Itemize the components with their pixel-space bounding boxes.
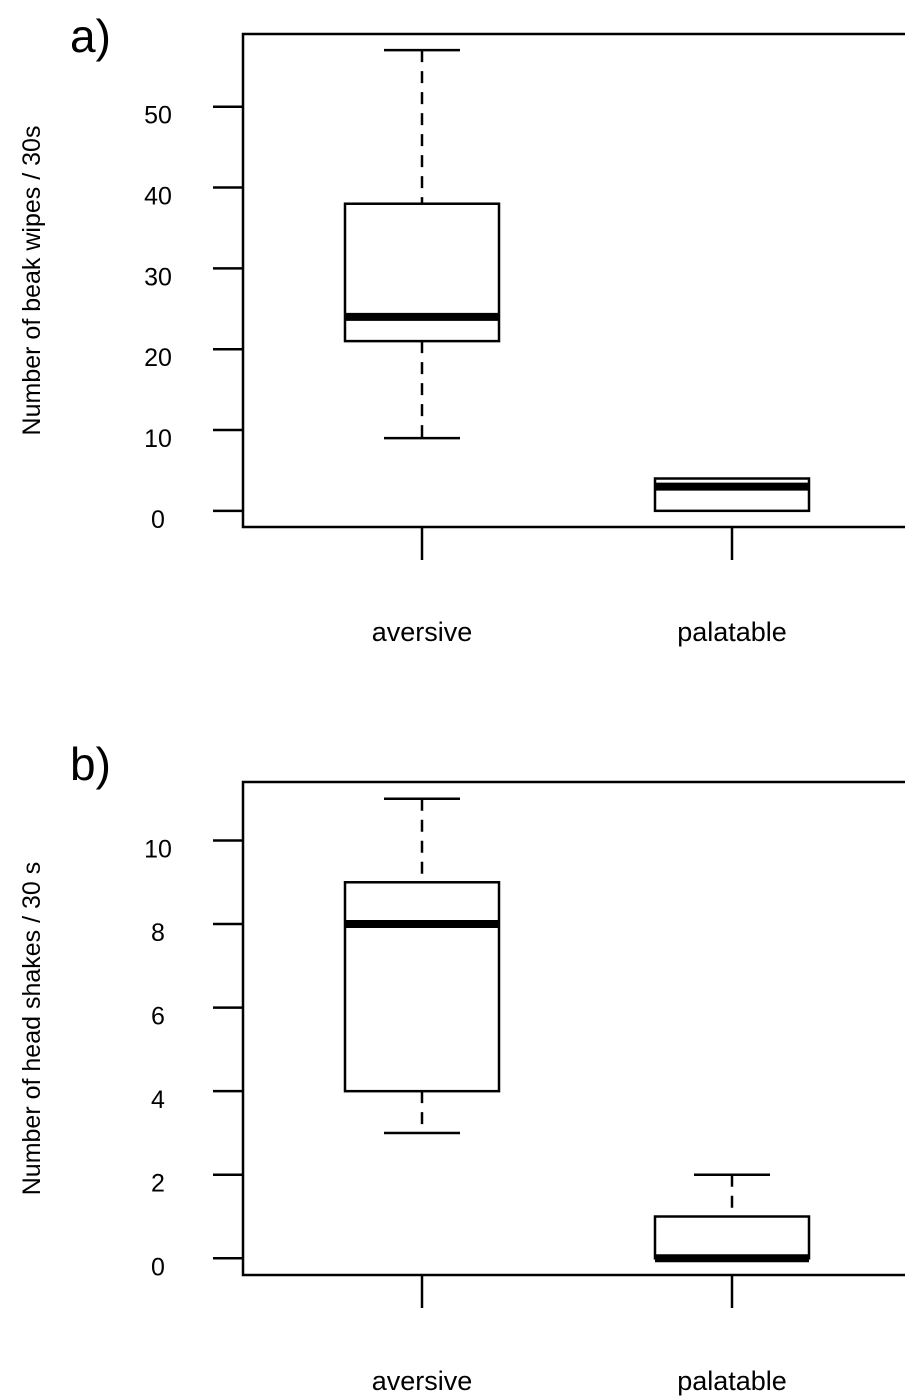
iqr-box — [653, 1215, 811, 1260]
y-tick-label: 10 — [144, 835, 172, 863]
box-palatable — [653, 477, 811, 513]
box-aversive — [343, 797, 501, 1135]
x-category-label: aversive — [372, 617, 473, 647]
y-tick-label: 50 — [144, 102, 172, 130]
y-tick-label: 4 — [151, 1086, 165, 1114]
box-palatable — [653, 1173, 811, 1263]
chart-panel-b: b) 0 2 4 6 8 10 Number of head shakes / 30 s ave… — [18, 738, 905, 1396]
y-tick-label: 40 — [144, 183, 172, 211]
box-aversive — [343, 48, 501, 440]
y-tick-label: 10 — [144, 425, 172, 453]
iqr-box — [343, 881, 501, 1093]
y-tick-label: 8 — [151, 919, 165, 947]
y-tick-label: 0 — [151, 1253, 165, 1281]
plot-frame — [241, 780, 905, 1277]
x-category-label: aversive — [372, 1366, 473, 1396]
x-category-label: palatable — [677, 1366, 787, 1396]
y-tick-label: 6 — [151, 1003, 165, 1031]
x-category-label: palatable — [677, 617, 787, 647]
y-axis-title: Number of beak wipes / 30s — [18, 126, 46, 436]
chart-panel-a: a) 0 10 20 30 40 50 Number of beak wipes / 30s a… — [18, 10, 905, 647]
y-tick-label: 20 — [144, 344, 172, 372]
y-tick-label: 2 — [151, 1170, 165, 1198]
y-tick-label: 30 — [144, 263, 172, 291]
panel-label: b) — [70, 738, 111, 790]
plot-frame — [241, 32, 905, 529]
y-tick-label: 0 — [151, 506, 165, 534]
panel-label: a) — [70, 10, 111, 62]
y-axis-title: Number of head shakes / 30 s — [18, 862, 46, 1196]
